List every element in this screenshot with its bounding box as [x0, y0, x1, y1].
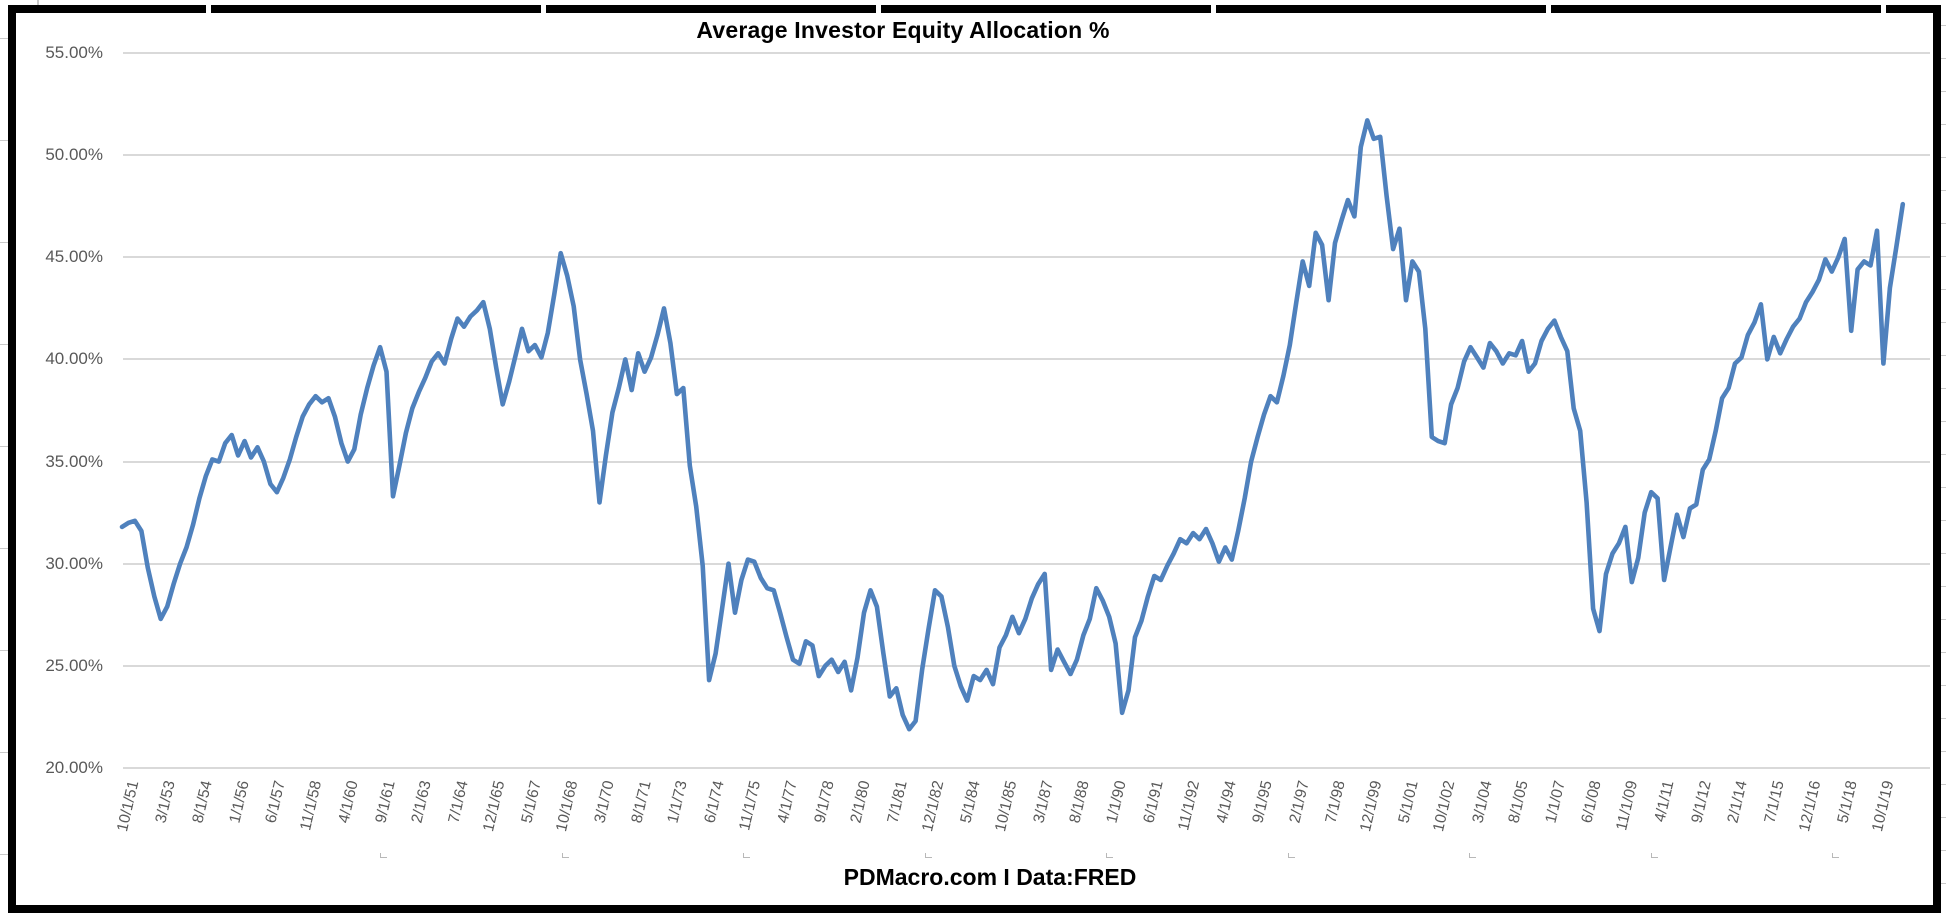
sheet-row-line: [1941, 883, 1946, 884]
sheet-row-line: [1941, 289, 1946, 290]
sheet-row-line: [1941, 520, 1946, 521]
sheet-cell-mark: [561, 857, 569, 858]
sheet-row-line: [1941, 256, 1946, 257]
sheet-cell-mark: [1832, 853, 1833, 858]
sheet-row-line: [1941, 25, 1946, 26]
sheet-row-line: [0, 242, 8, 243]
sheet-row-line: [1941, 190, 1946, 191]
sheet-cell-mark: [1287, 857, 1295, 858]
sheet-row-line: [1941, 817, 1946, 818]
sheet-row-line: [1941, 487, 1946, 488]
sheet-row-line: [1941, 124, 1946, 125]
y-tick-label: 30.00%: [45, 553, 103, 573]
sheet-row-line: [1941, 223, 1946, 224]
sheet-cell-mark: [1650, 853, 1652, 858]
gridline-20.00%: [123, 766, 1930, 769]
frame-bottom-notch: [1616, 897, 1621, 905]
frame-top-notch: [541, 5, 546, 13]
gridline-25.00%: [123, 664, 1930, 667]
equity-allocation-line: [119, 118, 1906, 732]
frame-bottom-notch: [1797, 897, 1802, 905]
gridline-45.00%: [123, 256, 1930, 259]
sheet-row-line: [1941, 718, 1946, 719]
sheet-row-line: [1941, 91, 1946, 92]
sheet-cell-mark: [743, 857, 750, 858]
sheet-cell-mark: [1106, 853, 1107, 858]
sheet-cell-mark: [1287, 853, 1289, 858]
sheet-row-line: [1941, 322, 1946, 323]
sheet-row-line: [0, 140, 8, 141]
sheet-row-line: [1941, 421, 1946, 422]
sheet-row-line: [1941, 619, 1946, 620]
gridline-35.00%: [123, 460, 1930, 463]
gridline-50.00%: [123, 154, 1930, 157]
chart-object-frame[interactable]: [8, 5, 1941, 913]
frame-top-notch: [876, 5, 881, 13]
gridline-55.00%: [123, 52, 1930, 54]
sheet-row-line: [0, 344, 8, 345]
sheet-row-line: [1941, 553, 1946, 554]
sheet-row-line: [0, 446, 8, 447]
sheet-cell-mark: [1469, 857, 1476, 858]
sheet-cell-mark: [380, 857, 387, 858]
sheet-row-line: [0, 752, 8, 753]
chart-title: Average Investor Equity Allocation %: [696, 17, 1110, 43]
sheet-cell-mark: [1650, 857, 1658, 858]
sheet-cell-mark: [1469, 853, 1470, 858]
x-axis-title: PDMacro.com I Data:FRED: [843, 864, 1137, 890]
frame-bottom-notch: [892, 897, 897, 905]
frame-bottom-notch: [530, 897, 535, 905]
y-tick-label: 40.00%: [45, 349, 103, 369]
sheet-cell-mark: [380, 853, 381, 858]
sheet-column-line: [37, 0, 39, 5]
sheet-row-line: [1941, 157, 1946, 158]
sheet-cell-mark: [924, 853, 926, 858]
frame-top-notch: [206, 5, 211, 13]
y-tick-label: 25.00%: [45, 655, 103, 675]
frame-bottom-notch: [1073, 897, 1078, 905]
sheet-cell-mark: [1106, 857, 1113, 858]
sheet-row-line: [0, 38, 8, 39]
sheet-row-line: [1941, 751, 1946, 752]
sheet-row-line: [0, 650, 8, 651]
sheet-row-line: [0, 548, 8, 549]
sheet-row-line: [1941, 850, 1946, 851]
sheet-row-line: [0, 854, 8, 855]
sheet-row-line: [1941, 652, 1946, 653]
frame-top-notch: [1211, 5, 1216, 13]
frame-top-notch: [1881, 5, 1886, 13]
frame-bottom-notch: [1254, 897, 1259, 905]
y-tick-label: 50.00%: [45, 145, 103, 165]
sheet-cell-mark: [743, 853, 744, 858]
y-tick-label: 45.00%: [45, 247, 103, 267]
frame-bottom-notch: [1435, 897, 1440, 905]
sheet-row-line: [1941, 586, 1946, 587]
sheet-row-line: [1941, 58, 1946, 59]
sheet-row-line: [1941, 784, 1946, 785]
sheet-cell-mark: [924, 857, 932, 858]
sheet-row-line: [1941, 388, 1946, 389]
gridline-40.00%: [123, 358, 1930, 361]
sheet-cell-mark: [561, 853, 563, 858]
y-tick-label: 20.00%: [45, 757, 103, 777]
frame-bottom-notch: [711, 897, 716, 905]
sheet-row-line: [1941, 355, 1946, 356]
y-tick-label: 35.00%: [45, 451, 103, 471]
frame-top-notch: [1546, 5, 1551, 13]
gridline-30.00%: [123, 562, 1930, 565]
sheet-cell-mark: [1832, 857, 1839, 858]
sheet-row-line: [1941, 685, 1946, 686]
y-tick-label: 55.00%: [45, 43, 103, 62]
sheet-row-line: [1941, 454, 1946, 455]
